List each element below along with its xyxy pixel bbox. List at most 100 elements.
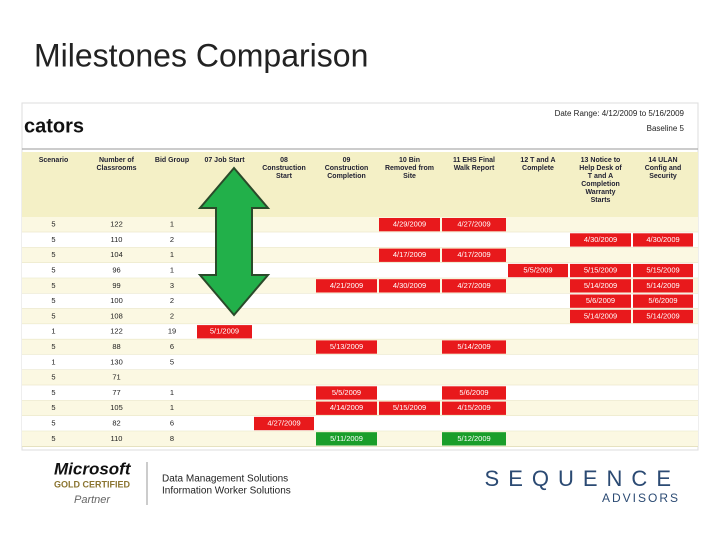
cell-text: 122 (110, 220, 123, 229)
solution: Data Management Solutions (162, 474, 288, 485)
cell-text: 1 (170, 266, 174, 275)
date-cell (633, 233, 693, 247)
cell-text: 5 (170, 357, 174, 366)
cell-text: 4/27/2009 (457, 281, 490, 290)
cell-text: 99 (112, 281, 120, 290)
date-cell (442, 401, 506, 415)
date-cell (570, 309, 631, 324)
cell-text: 4/21/2009 (330, 281, 363, 290)
table-row (22, 308, 698, 325)
date-cell (442, 218, 506, 232)
cell-text: 5 (51, 419, 55, 428)
cell-text: 4/17/2009 (393, 250, 426, 259)
cell-text: 6 (170, 419, 174, 428)
cell-text: 5 (51, 342, 55, 351)
date-cell (379, 401, 440, 415)
column-header: 10 Bin Removed from Site (385, 157, 434, 180)
cell-text: 5 (51, 403, 55, 412)
cell-text: 100 (110, 296, 123, 305)
date-cell (254, 416, 314, 431)
cell-text: 2 (170, 296, 174, 305)
cell-text: 5/6/2009 (586, 296, 615, 305)
cell-text: 1 (170, 220, 174, 229)
date-cell (442, 279, 506, 293)
cell-text: 5/5/2009 (332, 388, 361, 397)
date-cell (633, 309, 693, 324)
slide-title: Milestones Comparison (34, 37, 368, 73)
date-cell (316, 340, 377, 354)
cell-text: 104 (110, 250, 123, 259)
column-header: Number of Classrooms (96, 157, 136, 172)
cell-text: 5/14/2009 (457, 342, 490, 351)
cell-text: 4/30/2009 (393, 281, 426, 290)
table-row (22, 324, 698, 340)
date-cell (570, 279, 631, 293)
table-row (22, 232, 698, 248)
column-header: 12 T and A Complete (520, 157, 555, 172)
table-row (22, 370, 698, 386)
date-cell (633, 263, 693, 278)
cell-text: 5/12/2009 (457, 434, 490, 443)
cell-text: 5/14/2009 (584, 281, 617, 290)
cell-text: 5/13/2009 (330, 342, 363, 351)
date-cell (197, 325, 252, 339)
cell-text: 5 (51, 388, 55, 397)
cell-text: 2 (170, 235, 174, 244)
cell-text: 110 (111, 434, 123, 443)
column-header: Scenario (39, 157, 69, 164)
cell-text: 4/17/2009 (457, 250, 490, 259)
date-cell (379, 279, 440, 293)
ms-brand: Microsoft (54, 459, 132, 478)
cell-text: 5 (51, 373, 55, 382)
date-cell (633, 294, 693, 308)
date-cell (570, 294, 631, 308)
date-cell (316, 401, 377, 415)
cell-text: 5/11/2009 (330, 434, 363, 443)
cell-text: 5/1/2009 (210, 327, 239, 336)
date-cell (508, 263, 568, 278)
date-cell (570, 263, 631, 278)
cell-text: 5/15/2009 (646, 266, 679, 275)
cell-text: 5 (51, 296, 55, 305)
cell-text: 82 (112, 419, 120, 428)
cell-text: 122 (110, 327, 123, 336)
column-header: 08 Construction Start (262, 157, 306, 180)
double-arrow (197, 166, 271, 317)
table-row (22, 354, 698, 370)
company: SEQUENCE (485, 466, 680, 491)
date-cell (316, 432, 377, 446)
date-cell (633, 279, 693, 293)
cell-text: 5 (51, 235, 55, 244)
cell-text: 5/14/2009 (584, 311, 617, 320)
cell-text: 5/5/2009 (523, 266, 552, 275)
cell-text: 4/30/2009 (646, 235, 679, 244)
date-range: Date Range: 4/12/2009 to 5/16/2009 (555, 109, 685, 118)
cell-text: 71 (112, 373, 120, 382)
cell-text: 5/15/2009 (393, 403, 426, 412)
cell-text: 5/15/2009 (584, 266, 617, 275)
date-cell (316, 279, 377, 293)
cell-text: 96 (112, 266, 120, 275)
date-cell (379, 218, 440, 232)
table-row (22, 217, 698, 233)
cell-text: 5/6/2009 (648, 296, 677, 305)
cell-text: 1 (170, 403, 174, 412)
cell-text: 1 (170, 388, 174, 397)
column-header: 09 Construction Completion (325, 157, 369, 180)
cell-text: 5 (51, 281, 55, 290)
cell-text: 5 (51, 434, 55, 443)
cell-text: 130 (110, 357, 123, 366)
cell-text: 3 (170, 281, 174, 290)
cell-text: 1 (170, 250, 174, 259)
cell-text: 4/27/2009 (267, 419, 300, 428)
cell-text: 105 (110, 403, 123, 412)
cell-text: 8 (170, 434, 174, 443)
ms-level: GOLD CERTIFIED (54, 479, 130, 489)
date-cell (442, 386, 506, 400)
date-cell (316, 386, 377, 400)
solution: Information Worker Solutions (162, 486, 291, 497)
cell-text: 4/15/2009 (457, 403, 490, 412)
cell-text: 1 (51, 327, 55, 336)
date-cell (379, 248, 440, 262)
